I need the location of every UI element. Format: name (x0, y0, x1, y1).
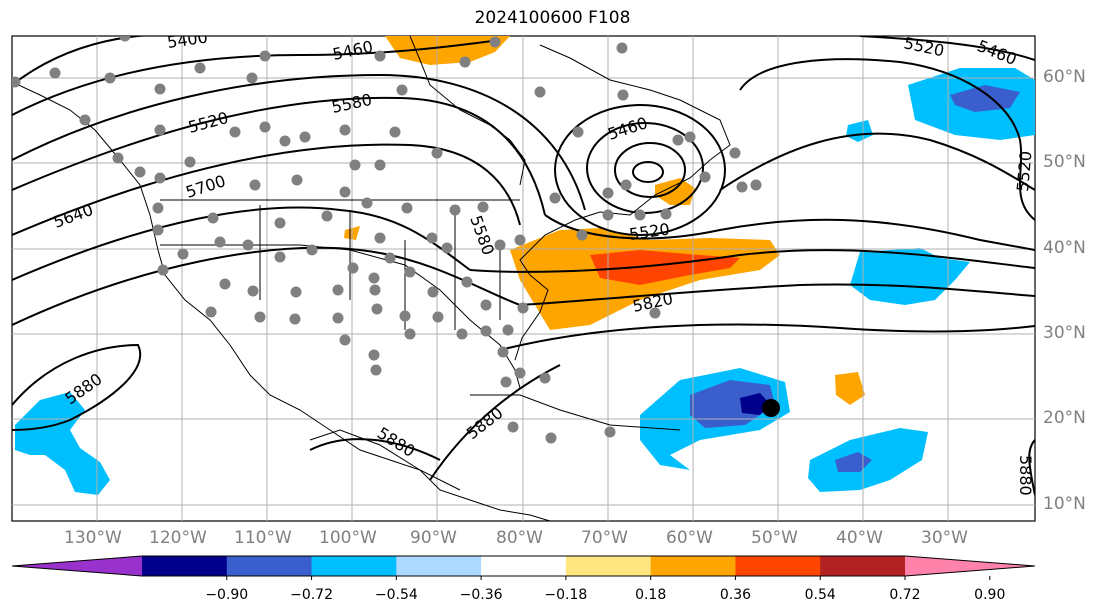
colorbar-segment (820, 556, 906, 576)
colorbar-segment (226, 556, 313, 576)
anomaly-shading (15, 36, 1035, 495)
colorbar (11, 555, 1036, 580)
colorbar-extend-low (12, 556, 142, 576)
colorbar-segment (481, 556, 567, 576)
lon-label: 80°W (496, 528, 543, 548)
colorbar-tick-label: −0.54 (374, 587, 418, 603)
colorbar-tick-label: 0.36 (719, 587, 752, 603)
lon-label: 70°W (581, 528, 628, 548)
station-markers (12, 36, 762, 444)
lat-label: 60°N (1043, 67, 1086, 87)
lon-label: 30°W (921, 528, 968, 548)
lon-label: 120°W (149, 528, 207, 548)
lon-label: 100°W (319, 528, 377, 548)
colorbar-tick-label: 0.72 (889, 587, 921, 603)
colorbar-tick-label: 0.18 (635, 587, 667, 603)
lon-label: 130°W (64, 528, 122, 548)
lat-label: 40°N (1043, 238, 1086, 258)
colorbar-tick-label: −0.72 (290, 587, 333, 603)
colorbar-segment (650, 556, 736, 576)
colorbar-segment (396, 556, 482, 576)
height-contours (12, 36, 1035, 496)
colorbar-tick-label: 0.90 (974, 587, 1006, 603)
lon-label: 90°W (410, 528, 457, 548)
contour-label: 5880 (1016, 455, 1035, 496)
lat-label: 20°N (1043, 408, 1086, 428)
lon-label: 110°W (234, 528, 292, 548)
colorbar-tick-label: −0.90 (205, 587, 249, 603)
colorbar-tick-label: −0.36 (459, 587, 503, 603)
lon-label: 50°W (751, 528, 798, 548)
colorbar-segment (311, 556, 397, 576)
colorbar-segment (142, 556, 228, 576)
lat-label: 10°N (1043, 494, 1086, 514)
map-title: 2024100600 F108 (474, 8, 631, 28)
lon-label: 60°W (666, 528, 713, 548)
lat-label: 30°N (1043, 323, 1086, 343)
colorbar-tick-label: −0.18 (544, 587, 588, 603)
colorbar-outline (11, 555, 1036, 577)
lon-label: 40°W (836, 528, 883, 548)
colorbar-tick-label: 0.54 (804, 587, 836, 603)
colorbar-extend-high (905, 556, 1035, 576)
lat-label: 50°N (1043, 152, 1086, 172)
contour-label: 5520 (1013, 150, 1035, 192)
storm-center-marker (762, 399, 780, 417)
colorbar-segment (565, 556, 652, 576)
colorbar-segment (735, 556, 821, 576)
